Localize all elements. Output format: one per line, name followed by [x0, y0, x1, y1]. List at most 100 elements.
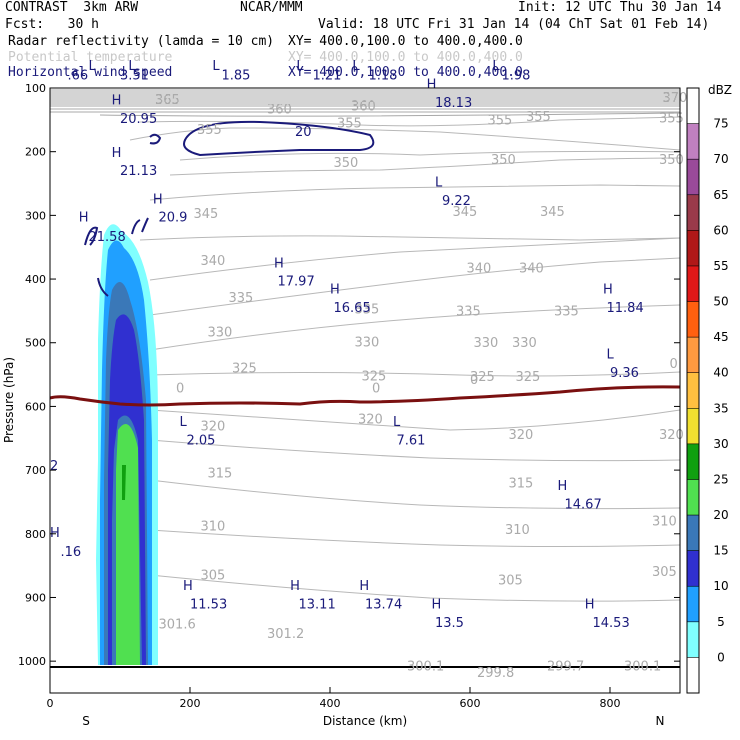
wind-speed-label: H [427, 78, 437, 93]
isentrope-label: 360 [351, 99, 376, 114]
isentrope-label: 355 [488, 113, 513, 128]
colorbar-label: 25 [713, 472, 728, 486]
colorbar-label: 75 [713, 117, 728, 131]
isentrope-label: 340 [519, 262, 544, 277]
x-axis-label: Distance (km) [323, 714, 407, 728]
isentrope-label: 320 [358, 413, 383, 428]
field-reflectivity-xy: XY= 400.0,100.0 to 400.0,400.0 [288, 34, 523, 49]
colorbar-swatch [687, 230, 699, 267]
wind-speed-label: 17.97 [278, 274, 315, 289]
wind-speed-label: H [603, 283, 613, 298]
colorbar-swatch [687, 372, 699, 409]
isentrope-label: 305 [498, 574, 523, 589]
wind-speed-label: H [274, 257, 284, 272]
isentrope-label: 335 [229, 291, 254, 306]
wind-speed-label: H [183, 579, 193, 594]
isentrope-label: 335 [355, 302, 380, 317]
wind-speed-label: 14.53 [593, 616, 630, 631]
isentrope-label: 355 [337, 116, 362, 131]
wind-speed-label: 14.67 [565, 497, 602, 512]
x-tick-label: 0 [47, 697, 54, 710]
wind-speed-label: H [585, 597, 595, 612]
isentrope-label: 310 [201, 520, 226, 535]
colorbar-label: 70 [713, 152, 728, 166]
isentrope-label: 315 [208, 467, 233, 482]
wind-speed-label: 9.36 [610, 366, 639, 381]
freezing-level-line [49, 385, 681, 407]
refl-30dbz [116, 424, 140, 665]
isentrope-label: 350 [659, 153, 684, 168]
wind-speed-label: 18.13 [435, 96, 472, 111]
colorbar-label: 0 [717, 650, 725, 664]
isentrope-label: 340 [467, 262, 492, 277]
wind-speed-label: 21.58 [89, 230, 126, 245]
wind-speed-label: .66 [68, 69, 89, 84]
isentrope-label: 345 [194, 207, 219, 222]
wind-speed-label: 13.74 [365, 597, 402, 612]
wind-speed-label: L [89, 59, 97, 74]
y-tick-label: 700 [25, 464, 46, 477]
isentrope-label: 310 [652, 515, 677, 530]
isentrope-label: 355 [197, 123, 222, 138]
wind-speed-label: H [112, 94, 122, 109]
field-reflectivity-name: Radar reflectivity (lamda = 10 cm) [8, 34, 275, 49]
y-tick-label: 200 [25, 146, 46, 159]
wind-speed-label: L [180, 415, 188, 430]
isentrope-label: 350 [334, 156, 359, 171]
isentrope-label: 325 [362, 369, 387, 384]
colorbar-swatch [687, 408, 699, 445]
colorbar-swatch [687, 550, 699, 587]
colorbar-swatch [687, 123, 699, 160]
freezing-level-label: 0 [176, 381, 184, 396]
wind-speed-label: L [492, 59, 500, 74]
field-wind-xy: XY= 400.0,100.0 to 400.0,400.0 [288, 65, 523, 80]
isentrope-label: 335 [456, 304, 481, 319]
freezing-level-label: 0 [670, 357, 678, 372]
wind-speed-label: H [359, 579, 369, 594]
wind-speed-label: H [112, 146, 122, 161]
refl-35dbz [122, 465, 126, 500]
wind-speed-label: H [330, 283, 340, 298]
isentrope-label: 305 [652, 565, 677, 580]
y-tick-label: 300 [25, 209, 46, 222]
isentrope-label: 330 [512, 336, 537, 351]
x-tick-label: 400 [320, 697, 341, 710]
wind-speed-label: H [79, 211, 89, 226]
wind-speed-label: L [393, 415, 401, 430]
header-init: Init: 12 UTC Thu 30 Jan 14 [518, 0, 722, 15]
x-tick-label: 200 [180, 697, 201, 710]
wind-speed-label: 2.05 [187, 434, 216, 449]
header-fcst: Fcst: 30 h [5, 17, 99, 32]
colorbar-label: 15 [713, 544, 728, 558]
isentrope-label: 345 [453, 205, 478, 220]
wind-speed-label: 1.85 [222, 69, 251, 84]
wind-speed-label: 13.5 [435, 616, 464, 631]
isentrope-label: 320 [201, 420, 226, 435]
wind-speed-label: 1.98 [502, 69, 531, 84]
isentrope-label: 325 [470, 370, 495, 385]
x-tick-label: 800 [600, 697, 621, 710]
colorbar-label: 60 [713, 223, 728, 237]
colorbar-swatch [687, 265, 699, 303]
freezing-level-label: 0 [372, 381, 380, 396]
colorbar-swatch [687, 657, 699, 694]
colorbar-label: 30 [713, 437, 728, 451]
colorbar-label: 20 [713, 508, 728, 522]
y-tick-label: 500 [25, 337, 46, 350]
header-valid: Valid: 18 UTC Fri 31 Jan 14 (04 ChT Sat … [318, 17, 710, 32]
wind-speed-label: L [435, 176, 443, 191]
colorbar-label: 65 [713, 188, 728, 202]
wind-speed-label: H [432, 597, 442, 612]
wind-speed-label: L [128, 59, 136, 74]
isentrope-label: 370 [663, 91, 688, 106]
wind-speed-label: 1.21 [313, 69, 342, 84]
header-model: CONTRAST 3km ARW [5, 0, 139, 15]
x-axis-south-label: S [82, 714, 90, 728]
isentrope-label: 355 [659, 111, 684, 126]
colorbar-label: 45 [713, 330, 728, 344]
isentrope-label: 345 [540, 205, 565, 220]
wind-speed-label: 7.61 [397, 434, 426, 449]
isentrope-label: 299.7 [547, 660, 584, 675]
isentrope-label: 325 [232, 362, 257, 377]
